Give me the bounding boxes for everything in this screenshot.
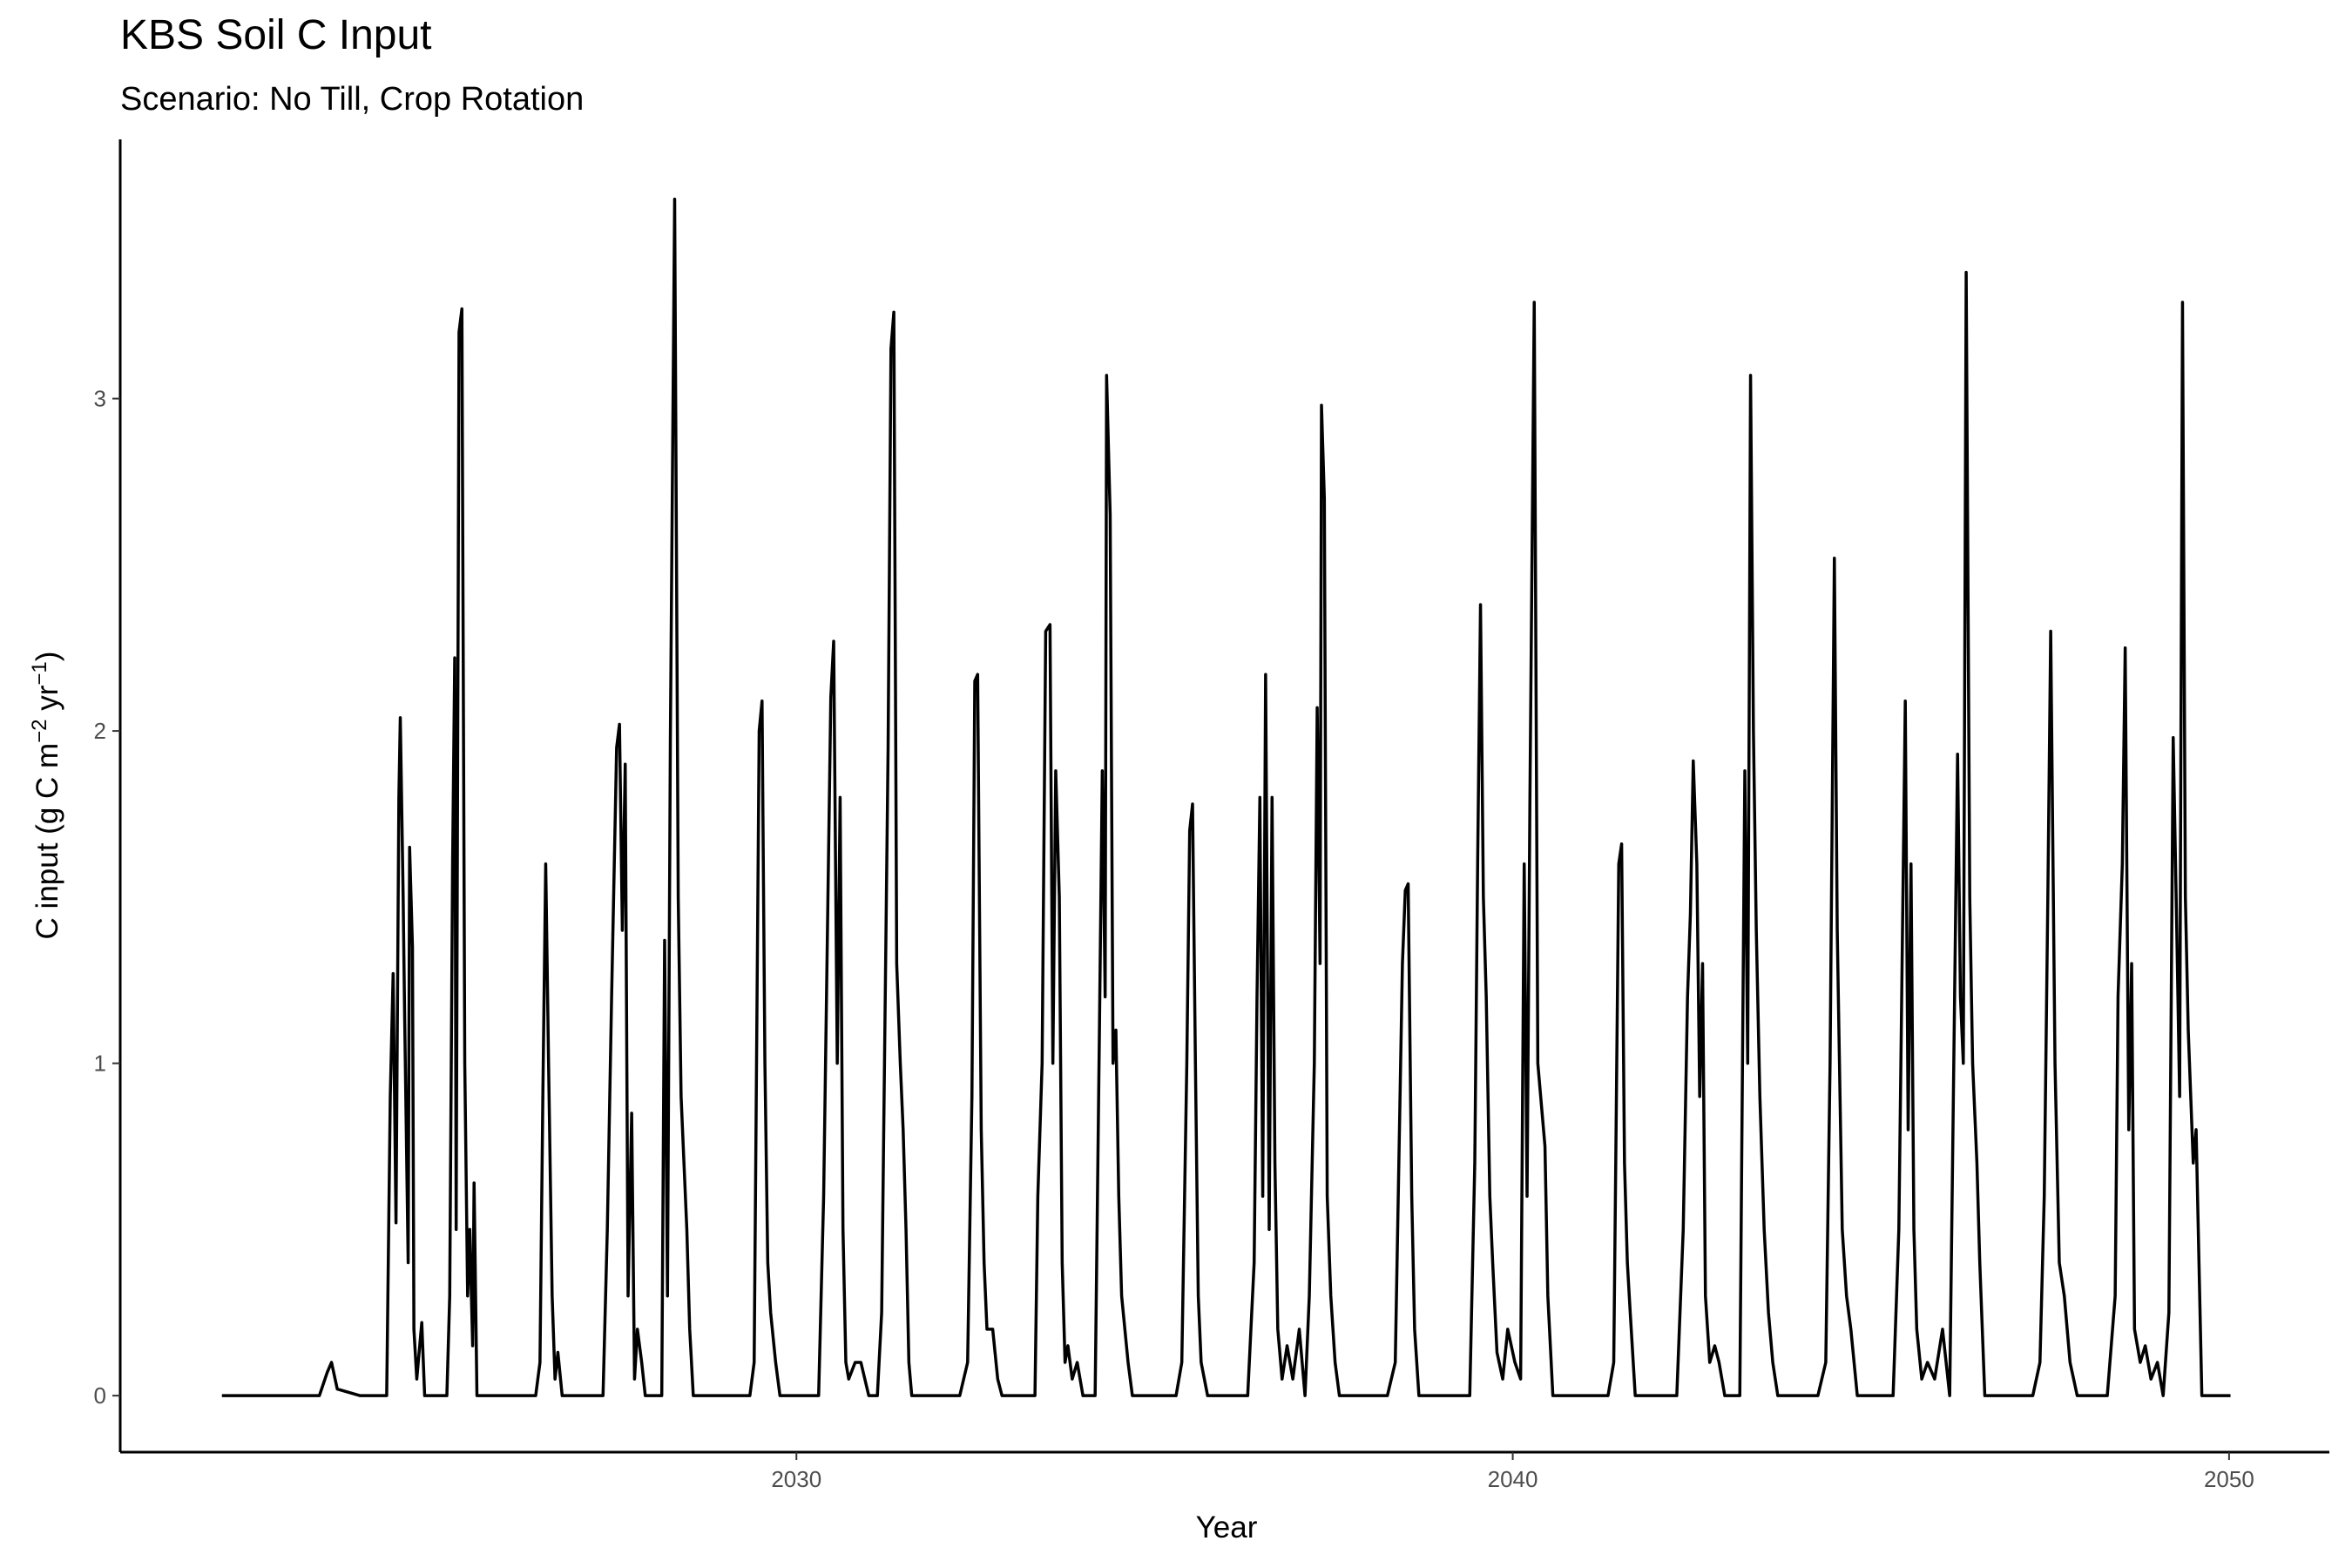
- x-axis-title: Year: [1196, 1511, 1258, 1544]
- y-axis-title-part: C input (g C m: [30, 743, 64, 940]
- y-tick-label: 3: [94, 386, 106, 412]
- y-axis-title-sup: −1: [28, 661, 51, 685]
- chart-title: KBS Soil C Input: [120, 12, 432, 58]
- y-axis-title-part: yr: [30, 685, 64, 719]
- y-tick-label: 0: [94, 1382, 106, 1409]
- y-tick-label: 1: [94, 1051, 106, 1077]
- y-axis-title-sup: −2: [28, 719, 51, 742]
- y-axis-title: C input (g C m−2 yr−1): [28, 652, 64, 940]
- y-axis-title-part: ): [30, 652, 64, 662]
- chart-subtitle: Scenario: No Till, Crop Rotation: [120, 81, 584, 118]
- y-tick-label: 2: [94, 718, 106, 744]
- data-line: [221, 197, 2231, 1397]
- x-tick-label: 2030: [771, 1466, 821, 1492]
- x-tick-label: 2050: [2204, 1466, 2254, 1492]
- x-tick-label: 2040: [1488, 1466, 1538, 1492]
